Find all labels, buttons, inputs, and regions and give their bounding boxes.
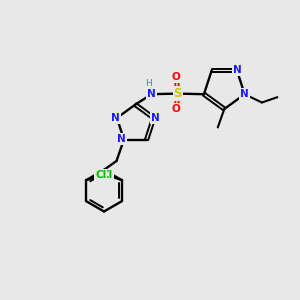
Text: N: N — [147, 89, 156, 99]
Text: H: H — [145, 79, 152, 88]
Text: S: S — [173, 87, 182, 100]
Text: N: N — [240, 89, 249, 99]
Text: Cl: Cl — [95, 170, 106, 180]
Text: N: N — [111, 113, 120, 123]
Text: Cl: Cl — [102, 170, 113, 180]
Text: O: O — [172, 104, 181, 114]
Text: N: N — [151, 113, 160, 123]
Text: N: N — [117, 134, 126, 144]
Text: O: O — [172, 72, 181, 82]
Text: N: N — [232, 65, 241, 75]
